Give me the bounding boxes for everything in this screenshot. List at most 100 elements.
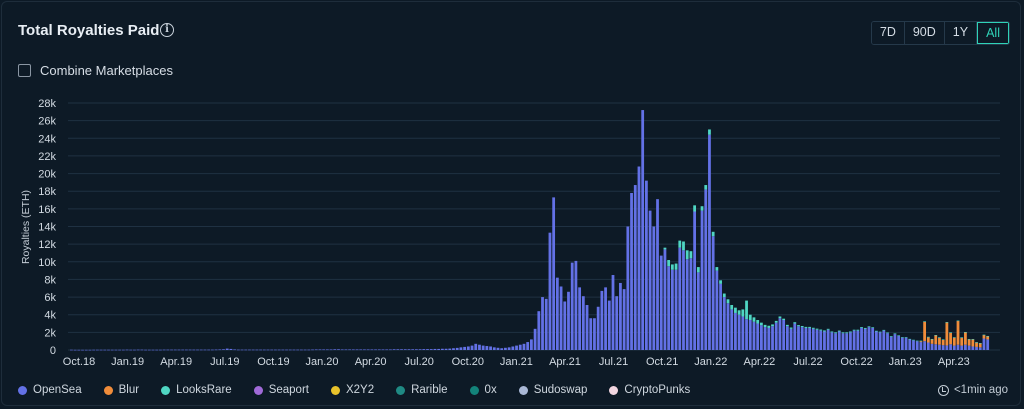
bar-opensea[interactable]	[526, 342, 530, 350]
bar-opensea[interactable]	[837, 331, 841, 350]
bar-opensea[interactable]	[348, 349, 352, 351]
bar-looksrare[interactable]	[693, 205, 697, 212]
bar-opensea[interactable]	[73, 349, 77, 351]
bar-opensea[interactable]	[949, 344, 952, 350]
bar-opensea[interactable]	[715, 270, 719, 350]
bar-opensea[interactable]	[752, 321, 756, 350]
bar-opensea[interactable]	[359, 349, 363, 351]
bar-looksrare[interactable]	[964, 332, 967, 333]
bar-opensea[interactable]	[722, 297, 726, 350]
bar-opensea[interactable]	[92, 349, 96, 351]
bar-opensea[interactable]	[930, 343, 934, 350]
bar-opensea[interactable]	[351, 349, 355, 351]
bar-opensea[interactable]	[329, 349, 333, 351]
bar-opensea[interactable]	[344, 349, 348, 351]
bar-blur[interactable]	[923, 321, 927, 342]
legend-item[interactable]: 0x	[469, 384, 497, 396]
bar-looksrare[interactable]	[938, 337, 941, 338]
bar-looksrare[interactable]	[875, 330, 878, 332]
bar-opensea[interactable]	[396, 349, 400, 350]
bar-blur[interactable]	[919, 341, 923, 343]
bar-opensea[interactable]	[964, 344, 967, 350]
bar-opensea[interactable]	[107, 349, 110, 351]
bar-opensea[interactable]	[941, 345, 945, 350]
bar-blur[interactable]	[964, 332, 967, 345]
bar-opensea[interactable]	[292, 349, 296, 351]
bar-opensea[interactable]	[251, 349, 255, 351]
bar-looksrare[interactable]	[900, 337, 904, 338]
bar-opensea[interactable]	[704, 189, 708, 350]
bar-looksrare[interactable]	[737, 310, 741, 315]
bar-opensea[interactable]	[771, 326, 774, 350]
bar-opensea[interactable]	[897, 335, 901, 350]
bar-opensea[interactable]	[774, 322, 778, 350]
bar-looksrare[interactable]	[945, 322, 949, 323]
bar-opensea[interactable]	[374, 349, 377, 351]
bar-opensea[interactable]	[808, 327, 812, 350]
bar-looksrare[interactable]	[719, 280, 722, 284]
bar-opensea[interactable]	[975, 346, 978, 350]
bar-opensea[interactable]	[507, 347, 511, 350]
bar-opensea[interactable]	[593, 318, 596, 350]
bar-opensea[interactable]	[147, 349, 151, 351]
bar-opensea[interactable]	[444, 348, 448, 350]
bar-opensea[interactable]	[504, 347, 507, 350]
bar-looksrare[interactable]	[826, 328, 830, 330]
bar-opensea[interactable]	[333, 349, 337, 350]
bar-opensea[interactable]	[155, 349, 159, 351]
bar-opensea[interactable]	[478, 344, 481, 350]
bar-opensea[interactable]	[277, 349, 281, 351]
bar-opensea[interactable]	[648, 210, 652, 350]
range-1y-button[interactable]: 1Y	[944, 22, 978, 44]
legend-item[interactable]: Blur	[103, 384, 139, 396]
bar-looksrare[interactable]	[722, 293, 726, 298]
bar-opensea[interactable]	[782, 320, 786, 350]
bar-opensea[interactable]	[760, 325, 763, 350]
info-icon[interactable]: i	[160, 23, 174, 37]
bar-opensea[interactable]	[570, 262, 574, 350]
bar-looksrare[interactable]	[926, 336, 930, 338]
bar-opensea[interactable]	[381, 349, 385, 351]
bar-looksrare[interactable]	[915, 340, 919, 342]
bar-opensea[interactable]	[619, 282, 622, 350]
bar-opensea[interactable]	[555, 277, 559, 350]
bar-opensea[interactable]	[318, 349, 322, 351]
bar-opensea[interactable]	[811, 328, 815, 350]
bar-opensea[interactable]	[533, 328, 537, 350]
bar-opensea[interactable]	[392, 349, 396, 350]
legend-item[interactable]: OpenSea	[18, 384, 82, 396]
bar-looksrare[interactable]	[919, 340, 923, 342]
bar-looksrare[interactable]	[670, 264, 674, 270]
bar-opensea[interactable]	[518, 344, 522, 350]
bar-opensea[interactable]	[719, 283, 722, 350]
bar-opensea[interactable]	[303, 349, 307, 351]
bar-opensea[interactable]	[622, 289, 626, 350]
bar-opensea[interactable]	[285, 349, 288, 351]
bar-opensea[interactable]	[915, 341, 919, 350]
bar-looksrare[interactable]	[941, 339, 945, 341]
bar-opensea[interactable]	[815, 329, 819, 350]
bar-opensea[interactable]	[325, 349, 329, 351]
bar-opensea[interactable]	[860, 327, 863, 350]
bar-opensea[interactable]	[188, 349, 192, 351]
bar-opensea[interactable]	[926, 342, 930, 351]
bar-opensea[interactable]	[240, 349, 244, 351]
bar-opensea[interactable]	[978, 347, 982, 350]
bar-opensea[interactable]	[563, 301, 567, 350]
bar-opensea[interactable]	[422, 349, 426, 350]
range-7d-button[interactable]: 7D	[871, 22, 905, 44]
bar-opensea[interactable]	[470, 345, 474, 350]
bar-opensea[interactable]	[804, 327, 808, 350]
combine-marketplaces-checkbox[interactable]	[18, 64, 31, 77]
bar-looksrare[interactable]	[882, 329, 886, 331]
bar-opensea[interactable]	[448, 348, 452, 350]
bar-opensea[interactable]	[763, 327, 767, 350]
bar-blur[interactable]	[952, 337, 956, 346]
bar-looksrare[interactable]	[711, 231, 715, 237]
bar-looksrare[interactable]	[871, 327, 875, 328]
bar-looksrare[interactable]	[782, 318, 786, 320]
bar-opensea[interactable]	[88, 349, 92, 351]
bar-looksrare[interactable]	[908, 338, 912, 340]
bar-looksrare[interactable]	[682, 241, 685, 251]
bar-opensea[interactable]	[778, 318, 782, 350]
